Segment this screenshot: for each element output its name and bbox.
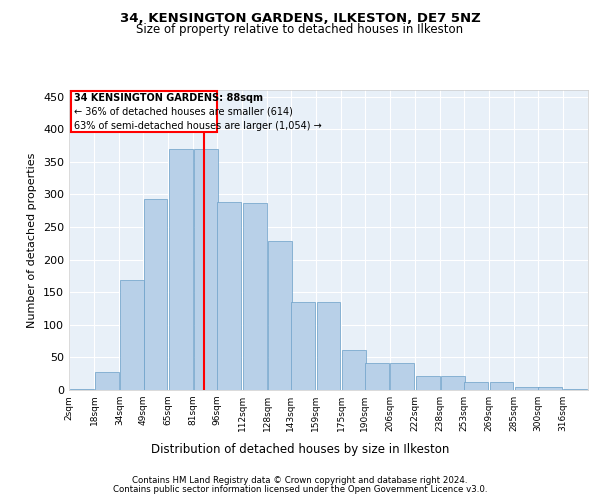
Bar	[70, 388, 94, 390]
Bar	[441, 376, 464, 390]
Text: 63% of semi-detached houses are larger (1,054) →: 63% of semi-detached houses are larger (…	[74, 120, 322, 130]
Bar	[464, 382, 488, 390]
Bar	[342, 350, 365, 390]
Bar	[515, 386, 539, 390]
Bar	[95, 372, 119, 390]
Text: 34 KENSINGTON GARDENS: 88sqm: 34 KENSINGTON GARDENS: 88sqm	[74, 94, 263, 104]
Bar	[292, 302, 315, 390]
Bar	[365, 362, 389, 390]
Bar	[120, 280, 144, 390]
Text: Distribution of detached houses by size in Ilkeston: Distribution of detached houses by size …	[151, 442, 449, 456]
Bar	[217, 202, 241, 390]
Text: 34, KENSINGTON GARDENS, ILKESTON, DE7 5NZ: 34, KENSINGTON GARDENS, ILKESTON, DE7 5N…	[119, 12, 481, 26]
Bar	[391, 362, 415, 390]
Bar	[538, 386, 562, 390]
Text: Contains HM Land Registry data © Crown copyright and database right 2024.: Contains HM Land Registry data © Crown c…	[132, 476, 468, 485]
Y-axis label: Number of detached properties: Number of detached properties	[28, 152, 37, 328]
Bar	[490, 382, 514, 390]
Bar	[143, 199, 167, 390]
Text: ← 36% of detached houses are smaller (614): ← 36% of detached houses are smaller (61…	[74, 107, 293, 117]
Bar	[317, 302, 340, 390]
Bar	[194, 148, 218, 390]
Text: Size of property relative to detached houses in Ilkeston: Size of property relative to detached ho…	[136, 22, 464, 36]
FancyBboxPatch shape	[71, 92, 217, 132]
Bar	[268, 242, 292, 390]
Bar	[169, 148, 193, 390]
Bar	[416, 376, 440, 390]
Text: Contains public sector information licensed under the Open Government Licence v3: Contains public sector information licen…	[113, 485, 487, 494]
Bar	[242, 203, 266, 390]
Bar	[563, 388, 587, 390]
